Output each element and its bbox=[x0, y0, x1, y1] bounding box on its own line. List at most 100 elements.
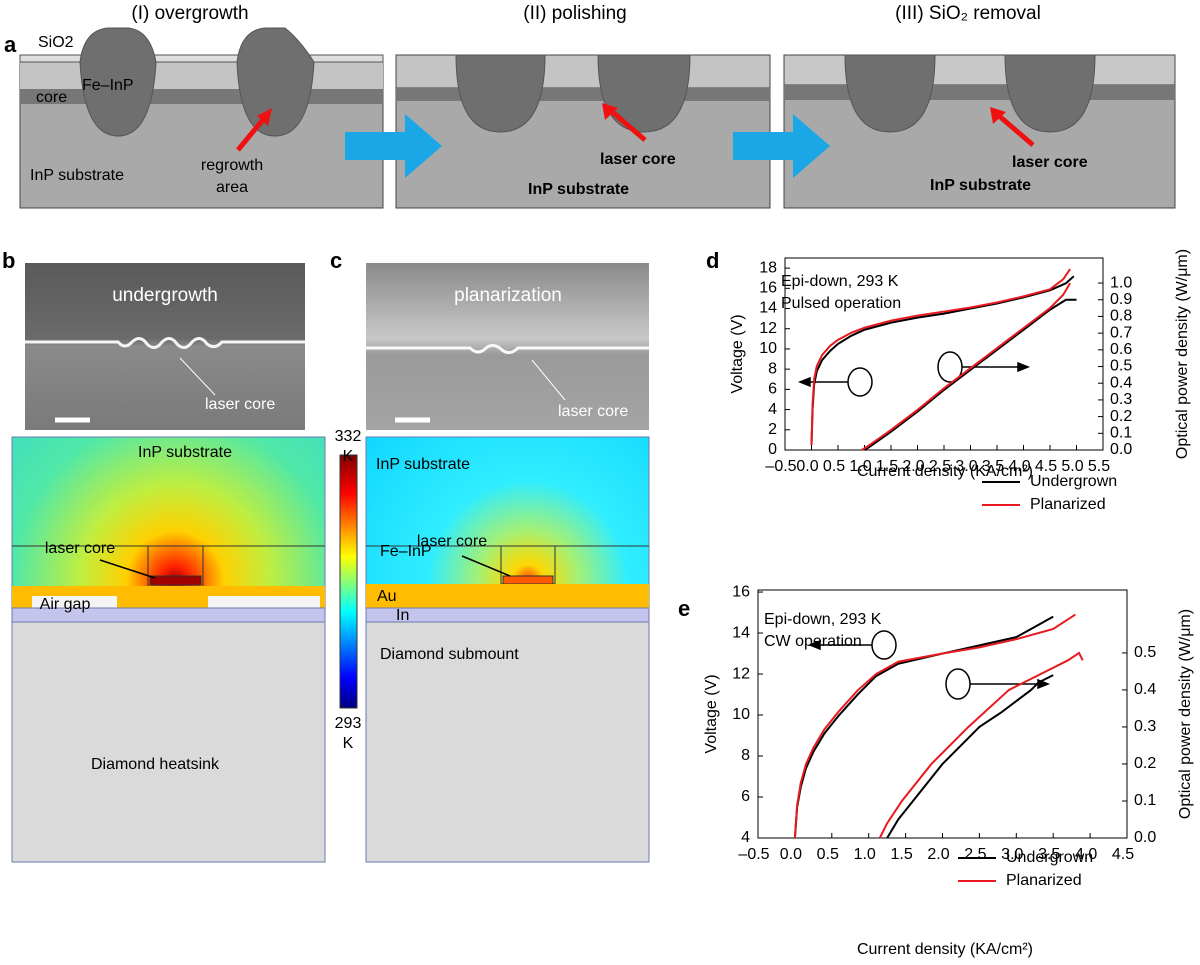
legend-label: Undergrown bbox=[1030, 473, 1117, 490]
y2-tick-label: 0.7 bbox=[1110, 324, 1132, 341]
pointer bbox=[531, 359, 566, 401]
hot-core bbox=[149, 575, 202, 586]
label: laser core bbox=[205, 396, 275, 413]
core-layer bbox=[784, 85, 1175, 100]
label: InP substrate bbox=[376, 456, 470, 473]
plot-frame bbox=[784, 257, 1104, 451]
arrowhead bbox=[990, 107, 1006, 124]
label: Au bbox=[377, 588, 397, 605]
x-tick-label: 2.5 bbox=[929, 458, 951, 475]
sem-interface bbox=[25, 337, 305, 349]
y-tick-label: 10 bbox=[759, 340, 777, 357]
x-tick-label: 4.5 bbox=[1112, 846, 1134, 863]
x-tick-label: 3.5 bbox=[982, 458, 1004, 475]
y-tick-label: 2 bbox=[768, 421, 777, 438]
sem-image bbox=[25, 263, 305, 430]
series-line bbox=[793, 615, 1054, 839]
x-tick-label: 5.0 bbox=[1061, 458, 1083, 475]
y-tick-label: 0 bbox=[768, 441, 777, 458]
y2-axis-label: Optical power density (W/μm) bbox=[1177, 609, 1194, 819]
sem-interface bbox=[366, 343, 649, 355]
y-tick-label: 12 bbox=[759, 320, 777, 337]
label: laser core bbox=[417, 533, 487, 550]
label: In bbox=[396, 607, 409, 624]
y2-tick-label: 0.3 bbox=[1134, 718, 1156, 735]
y-tick-label: 6 bbox=[768, 381, 777, 398]
colorbar-label: 332 bbox=[335, 428, 362, 445]
x-tick-label: –0.5 bbox=[765, 458, 796, 475]
annotation: Epi-down, 293 K bbox=[781, 273, 899, 290]
label: Diamond heatsink bbox=[91, 756, 220, 773]
pointer bbox=[461, 555, 511, 577]
label: SiO2 bbox=[38, 34, 74, 51]
cladding bbox=[395, 54, 771, 89]
y2-tick-label: 0.8 bbox=[1110, 308, 1132, 325]
process-arrow bbox=[345, 114, 442, 178]
y-tick-label: 14 bbox=[732, 624, 750, 641]
panel-letter: a bbox=[4, 32, 17, 57]
label: InP substrate bbox=[930, 177, 1031, 194]
step-title: (III) SiO₂ removal bbox=[895, 3, 1041, 24]
y2-tick-label: 0.4 bbox=[1134, 681, 1156, 698]
y-tick-label: 8 bbox=[768, 360, 777, 377]
red-arrow bbox=[996, 113, 1035, 147]
label: regrowth bbox=[201, 157, 263, 174]
colorbar-label: K bbox=[343, 448, 354, 465]
y2-tick-label: 0.1 bbox=[1110, 425, 1132, 442]
label: laser core bbox=[45, 540, 115, 557]
series-line bbox=[878, 651, 1084, 839]
process-arrow bbox=[733, 114, 830, 178]
colorbar-label: K bbox=[343, 735, 354, 752]
panel-letter: b bbox=[2, 248, 15, 273]
y2-tick-label: 1.0 bbox=[1110, 274, 1132, 291]
regrowth-dome bbox=[236, 27, 315, 137]
x-axis-label: Current density (KA/cm²) bbox=[857, 941, 1033, 958]
panel-letter: e bbox=[678, 596, 690, 621]
y-axis-label: Voltage (V) bbox=[703, 674, 720, 753]
label: laser core bbox=[600, 151, 676, 168]
hot-core bbox=[502, 575, 554, 585]
label: Air gap bbox=[40, 596, 91, 613]
sem-title: undergrowth bbox=[112, 285, 218, 306]
regrowth-dome bbox=[79, 27, 157, 137]
panel-letter: d bbox=[706, 248, 719, 273]
legend-label: Planarized bbox=[1006, 872, 1082, 889]
label: Fe–InP bbox=[82, 77, 134, 94]
y2-tick-label: 0.2 bbox=[1110, 408, 1132, 425]
y2-tick-label: 0.2 bbox=[1134, 755, 1156, 772]
arrowhead bbox=[257, 108, 272, 126]
x-tick-label: 1.5 bbox=[876, 458, 898, 475]
x-tick-label: 5.5 bbox=[1088, 458, 1110, 475]
annotation: CW operation bbox=[764, 633, 862, 650]
y-tick-label: 12 bbox=[732, 665, 750, 682]
series-line bbox=[810, 268, 1071, 445]
step1-diagram bbox=[19, 27, 384, 209]
y-tick-label: 10 bbox=[732, 706, 750, 723]
step-title: (II) polishing bbox=[523, 3, 627, 24]
x-tick-label: 0.5 bbox=[817, 846, 839, 863]
arrowhead bbox=[602, 103, 618, 120]
core-layer bbox=[20, 89, 383, 104]
step2-diagram bbox=[395, 54, 771, 209]
x-tick-label: 3.0 bbox=[955, 458, 977, 475]
y-tick-label: 8 bbox=[741, 747, 750, 764]
legend-label: Undergrown bbox=[1006, 849, 1093, 866]
x-tick-label: 1.0 bbox=[849, 458, 871, 475]
air-gap bbox=[32, 596, 117, 608]
label: Diamond submount bbox=[380, 646, 519, 663]
heatsink bbox=[11, 621, 326, 863]
label: InP substrate bbox=[30, 167, 124, 184]
y2-tick-label: 0.3 bbox=[1110, 391, 1132, 408]
y-tick-label: 16 bbox=[732, 583, 750, 600]
x-tick-label: 1.0 bbox=[854, 846, 876, 863]
step3-diagram bbox=[783, 54, 1176, 209]
panel-letter: c bbox=[330, 248, 342, 273]
x-axis-label: Current density (KA/cm²) bbox=[857, 463, 1033, 480]
y2-axis-label: Optical power density (W/μm) bbox=[1174, 249, 1191, 459]
x-tick-label: 0.0 bbox=[780, 846, 802, 863]
gold-layer bbox=[366, 584, 649, 608]
y-tick-label: 4 bbox=[768, 401, 777, 418]
